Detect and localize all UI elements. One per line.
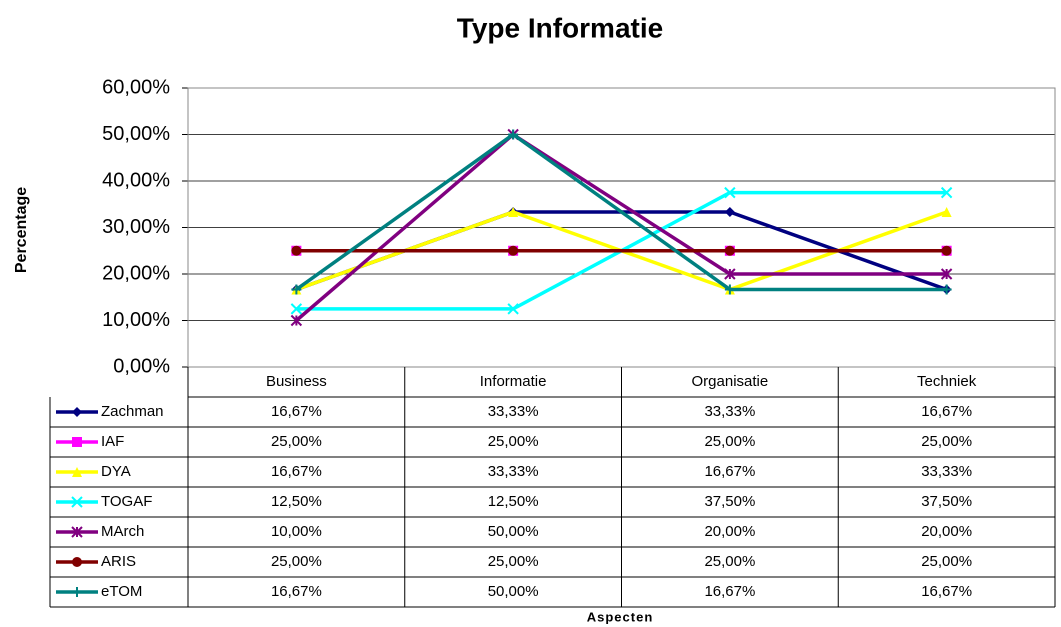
table-value: 25,00% [488, 433, 539, 450]
y-tick-label: 40,00% [102, 169, 170, 191]
legend-label: eTOM [101, 583, 142, 600]
table-value: 20,00% [921, 523, 972, 540]
chart-title: Type Informatie [457, 12, 663, 43]
table-value: 10,00% [271, 523, 322, 540]
table-value: 25,00% [704, 433, 755, 450]
y-tick-label: 30,00% [102, 216, 170, 238]
y-tick-label: 0,00% [113, 355, 170, 377]
marker [291, 284, 302, 295]
marker [941, 284, 952, 295]
table-value: 25,00% [271, 433, 322, 450]
table-value: 25,00% [704, 553, 755, 570]
marker [72, 557, 82, 567]
y-tick-label: 10,00% [102, 309, 170, 331]
table-value: 20,00% [704, 523, 755, 540]
table-value: 16,67% [921, 403, 972, 420]
x-tick-label: Techniek [917, 373, 977, 390]
marker [508, 207, 519, 218]
table-value: 33,33% [488, 403, 539, 420]
table-value: 25,00% [488, 553, 539, 570]
table-value: 16,67% [704, 463, 755, 480]
marker [724, 207, 735, 218]
y-tick-label: 50,00% [102, 123, 170, 145]
table-value: 25,00% [921, 553, 972, 570]
legend-label: DYA [101, 463, 131, 480]
table-value: 33,33% [704, 403, 755, 420]
marker [72, 467, 82, 477]
marker [72, 587, 82, 597]
legend-label: IAF [101, 433, 124, 450]
table-value: 33,33% [921, 463, 972, 480]
marker [724, 268, 736, 280]
marker [508, 245, 519, 256]
marker [940, 268, 953, 280]
x-tick-label: Informatie [480, 373, 547, 390]
marker [507, 303, 519, 315]
marker [71, 526, 83, 538]
marker [941, 245, 952, 256]
table-value: 16,67% [271, 583, 322, 600]
marker [724, 186, 736, 199]
marker [724, 245, 735, 256]
legend-label: Zachman [101, 403, 164, 420]
marker [290, 314, 303, 327]
marker [72, 437, 82, 447]
series-line [295, 132, 947, 292]
table-value: 37,50% [704, 493, 755, 510]
table-value: 12,50% [271, 493, 322, 510]
table-value: 50,00% [488, 583, 539, 600]
x-tick-label: Business [266, 373, 327, 390]
legend-label: TOGAF [101, 493, 152, 510]
y-tick-label: 60,00% [102, 76, 170, 98]
x-tick-label: Organisatie [692, 373, 769, 390]
y-axis-label: Percentage [13, 187, 30, 273]
marker [941, 207, 952, 218]
marker [72, 407, 82, 417]
table-value: 16,67% [271, 463, 322, 480]
table-value: 25,00% [271, 553, 322, 570]
marker [71, 496, 83, 508]
table-value: 16,67% [704, 583, 755, 600]
table-value: 37,50% [921, 493, 972, 510]
legend-label: ARIS [101, 553, 136, 570]
x-axis-label: Aspecten [587, 609, 654, 624]
table-value: 25,00% [921, 433, 972, 450]
marker [724, 284, 735, 295]
marker [940, 186, 953, 199]
table-value: 12,50% [488, 493, 539, 510]
table-value: 50,00% [488, 523, 539, 540]
table-value: 16,67% [271, 403, 322, 420]
table-value: 16,67% [921, 583, 972, 600]
legend-label: MArch [101, 523, 144, 540]
y-tick-label: 20,00% [102, 262, 170, 284]
marker [291, 245, 302, 256]
table-value: 33,33% [488, 463, 539, 480]
marker [290, 303, 303, 315]
marker [508, 129, 519, 140]
series-line [295, 132, 947, 322]
